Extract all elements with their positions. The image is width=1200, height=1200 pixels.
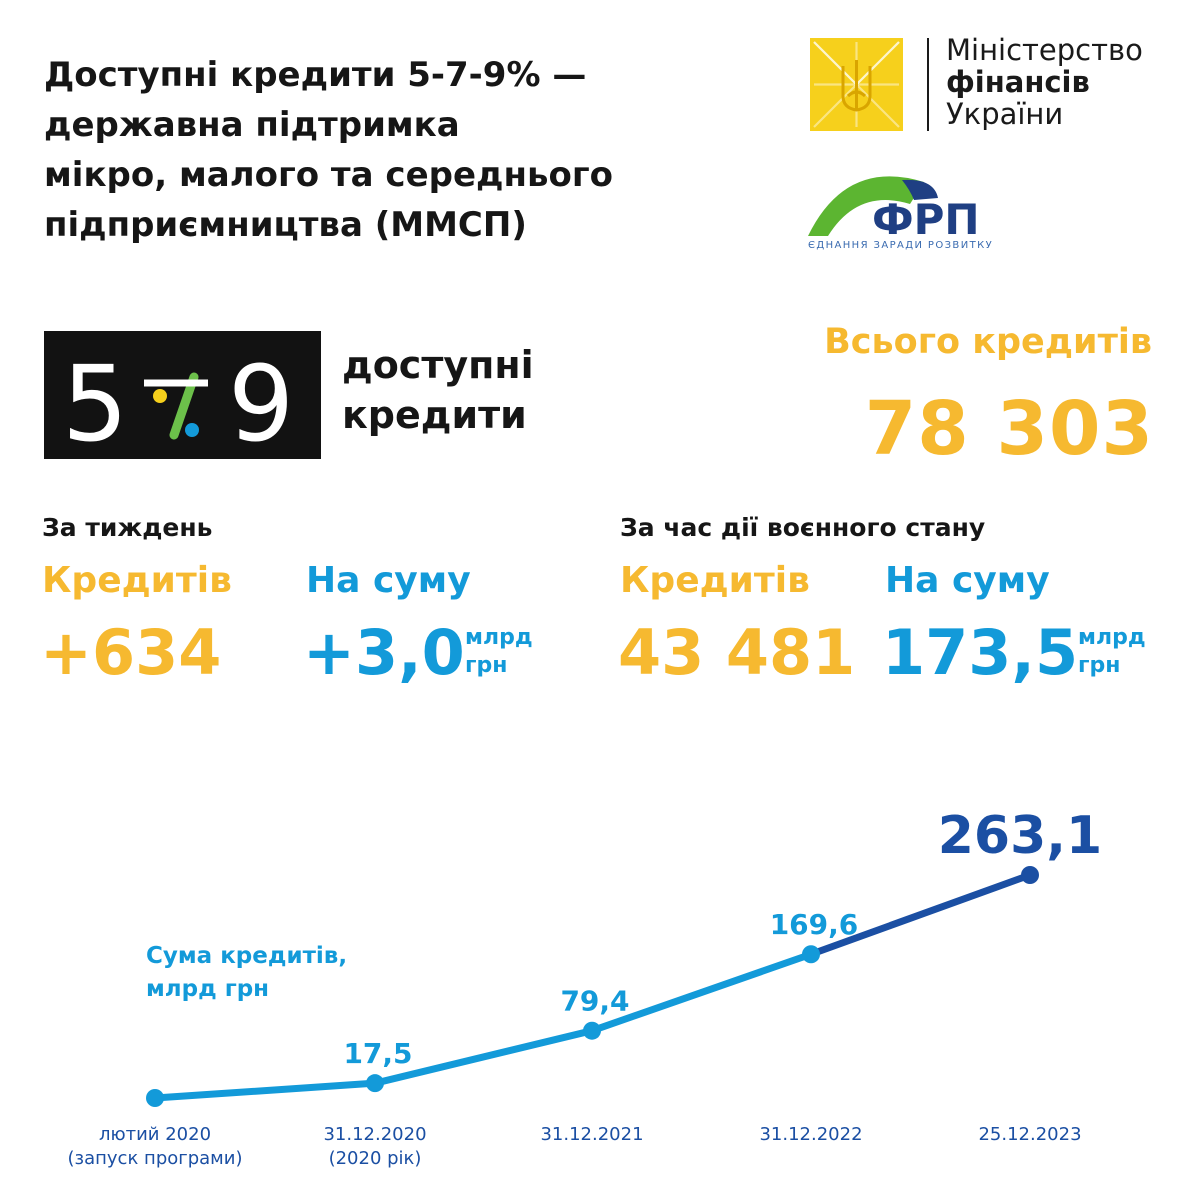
series-line-segment: [151, 1079, 379, 1102]
credit-sum-line-chart: лютий 2020 (запуск програми) 17,5 31.12.202…: [68, 806, 1103, 1169]
x-tick-label-secondary: (2020 рік): [329, 1148, 422, 1169]
martial-sum-unit: млрд грн: [1078, 624, 1146, 680]
week-sum-value: +3,0: [303, 616, 465, 689]
unit-line-1: млрд: [1078, 625, 1146, 650]
martial-sum-value: 173,5: [882, 616, 1079, 689]
data-point: [366, 1074, 384, 1093]
logo-digit-5: 5: [62, 343, 128, 459]
data-point: [802, 945, 820, 964]
chart-caption-line-1: Сума кредитів,: [146, 943, 348, 969]
percent-dot-top: [153, 389, 167, 403]
title-line: підприємництва (ММСП): [44, 205, 527, 245]
unit-line-2: грн: [1078, 653, 1121, 678]
week-credits-label: Кредитів: [42, 560, 232, 601]
data-point: [583, 1021, 601, 1040]
martial-sum-label: На суму: [885, 560, 1050, 601]
program-logo-579: 5 7 9: [44, 331, 321, 459]
week-credits-value: +634: [40, 616, 222, 689]
martial-credits-label: Кредитів: [620, 560, 810, 601]
x-tick-label: 25.12.2023: [978, 1124, 1081, 1145]
percent-dot-bottom: [185, 423, 199, 437]
chart-caption-line-2: млрд грн: [146, 976, 270, 1002]
martial-credits-value: 43 481: [618, 616, 856, 689]
data-label: 169,6: [770, 908, 859, 941]
series-line-segment: [807, 871, 1034, 958]
frp-name: ФРП: [872, 195, 980, 244]
ministry-line-3: України: [946, 97, 1064, 131]
x-tick-label: 31.12.2022: [759, 1124, 862, 1145]
title-line: державна підтримка: [44, 105, 460, 145]
data-point: [1021, 866, 1039, 884]
frp-tagline: ЄДНАННЯ ЗАРАДИ РОЗВИТКУ: [808, 240, 994, 251]
page-title: Доступні кредити 5-7-9% — державна підтр…: [44, 50, 764, 250]
unit-line-2: грн: [465, 653, 508, 678]
unit-line-1: млрд: [465, 625, 533, 650]
series-line-segment: [371, 1027, 596, 1087]
x-tick-label-secondary: (запуск програми): [68, 1148, 243, 1169]
ministry-logo-text: Міністерство фінансів України: [946, 34, 1143, 130]
subtitle-line-1: доступні: [342, 343, 534, 387]
x-tick-label: 31.12.2021: [540, 1124, 643, 1145]
frp-arc-green: [808, 176, 924, 236]
data-label: 79,4: [560, 985, 629, 1018]
week-sum-unit: млрд грн: [465, 624, 533, 680]
data-point: [146, 1089, 164, 1107]
chart-caption: Сума кредитів, млрд грн: [146, 940, 347, 1006]
subtitle-line-2: кредити: [342, 393, 527, 437]
title-line: мікро, малого та середнього: [44, 155, 613, 195]
total-value: 78 303: [864, 386, 1154, 472]
program-subtitle: доступні кредити: [342, 340, 534, 440]
logo-digit-9: 9: [228, 343, 294, 459]
title-line: Доступні кредити 5-7-9% —: [44, 55, 587, 95]
x-tick-label: лютий 2020: [99, 1124, 211, 1145]
series-line-segment: [588, 950, 815, 1035]
ministry-line-2: фінансів: [946, 65, 1090, 99]
ministry-line-1: Міністерство: [946, 33, 1143, 67]
x-tick-label: 31.12.2020: [323, 1124, 426, 1145]
week-sum-label: На суму: [306, 560, 471, 601]
martial-heading: За час дії воєнного стану: [620, 513, 986, 542]
week-heading: За тиждень: [42, 513, 213, 542]
frp-logo: ФРП: [806, 164, 1006, 258]
logo-divider: [927, 38, 929, 131]
trident-emblem-icon: [810, 38, 903, 131]
total-label: Всього кредитів: [824, 322, 1152, 362]
frp-arc-navy: [902, 179, 938, 200]
data-label: 17,5: [343, 1037, 412, 1070]
data-label: 263,1: [938, 806, 1102, 866]
